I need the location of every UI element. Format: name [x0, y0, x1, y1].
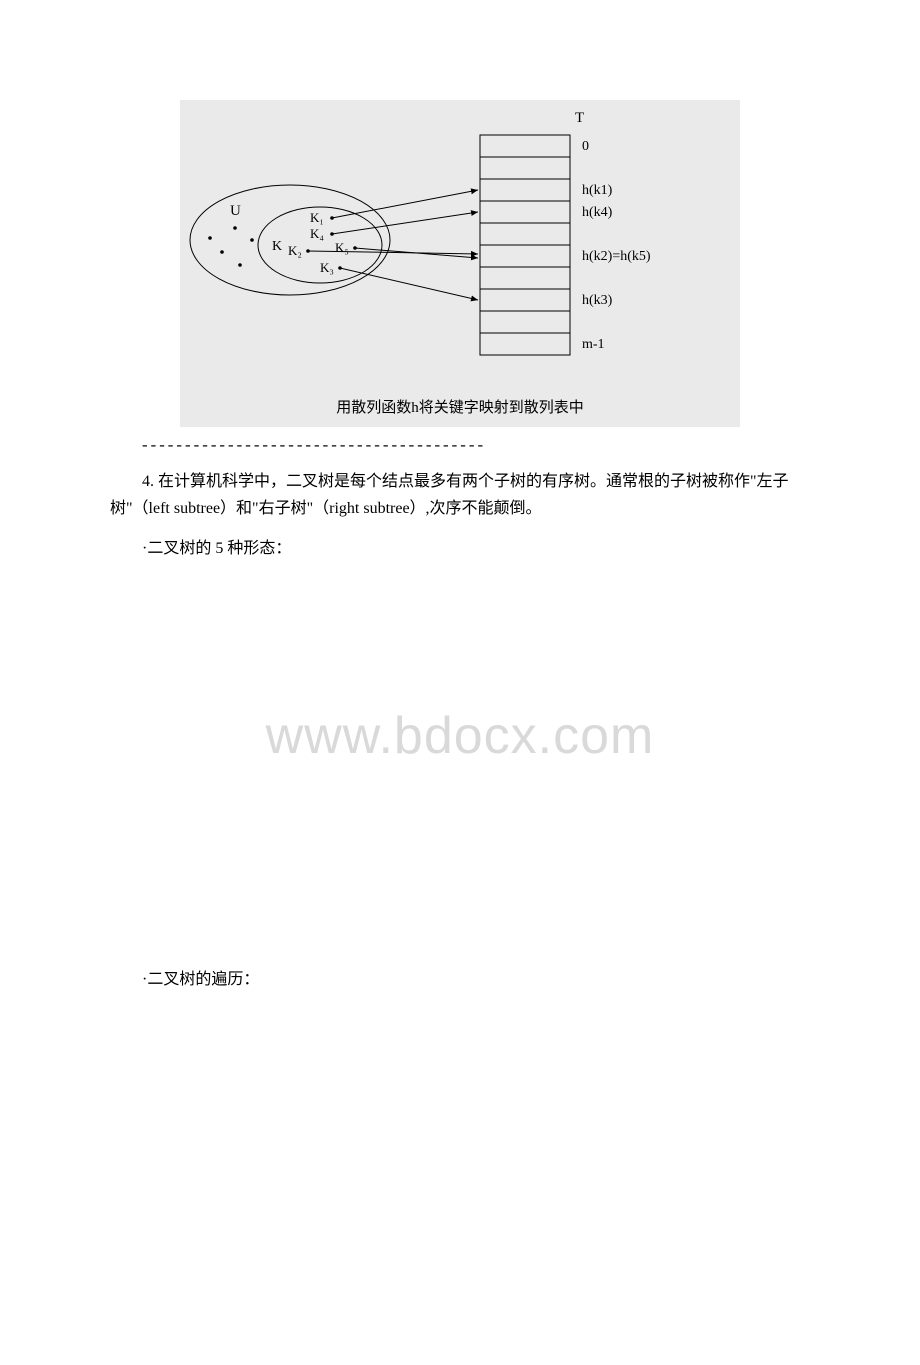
slot-label-k3: h(k3) [582, 293, 613, 308]
u-dot [208, 236, 212, 240]
slot-label-k2k5: h(k2)=h(k5) [582, 249, 651, 264]
hash-diagram: T 0 h(k1) h(k4) h(k2)=h(k5) h(k3) m-1 [180, 100, 740, 427]
key-k5-label: K₅ [335, 240, 349, 255]
slot-label-last: m-1 [582, 337, 605, 352]
diagram-caption: 用散列函数h将关键字映射到散列表中 [180, 390, 740, 427]
u-dot [233, 226, 237, 230]
keyset-label: K [272, 239, 282, 254]
paragraph-forms: ·二叉树的 5 种形态： [110, 535, 810, 562]
universe-label: U [230, 203, 241, 219]
u-dot [238, 263, 242, 267]
hash-diagram-svg: T 0 h(k1) h(k4) h(k2)=h(k5) h(k3) m-1 [180, 100, 740, 390]
key-k3-label: K₃ [320, 260, 334, 275]
u-dot [250, 238, 254, 242]
key-k4-label: K₄ [310, 226, 324, 241]
u-dot [220, 250, 224, 254]
table-title: T [575, 110, 584, 126]
slot-label-k1: h(k1) [582, 183, 613, 198]
slot-label-k4: h(k4) [582, 205, 613, 220]
key-k1-label: K₁ [310, 210, 324, 225]
separator-line: ---------------------------------------- [140, 433, 810, 460]
paragraph-traversal: ·二叉树的遍历： [110, 966, 810, 993]
paragraph-4: 4. 在计算机科学中，二叉树是每个结点最多有两个子树的有序树。通常根的子树被称作… [110, 468, 810, 522]
slot-label-0: 0 [582, 139, 589, 154]
diagram-bg [180, 100, 740, 390]
key-k2-label: K₂ [288, 243, 302, 258]
